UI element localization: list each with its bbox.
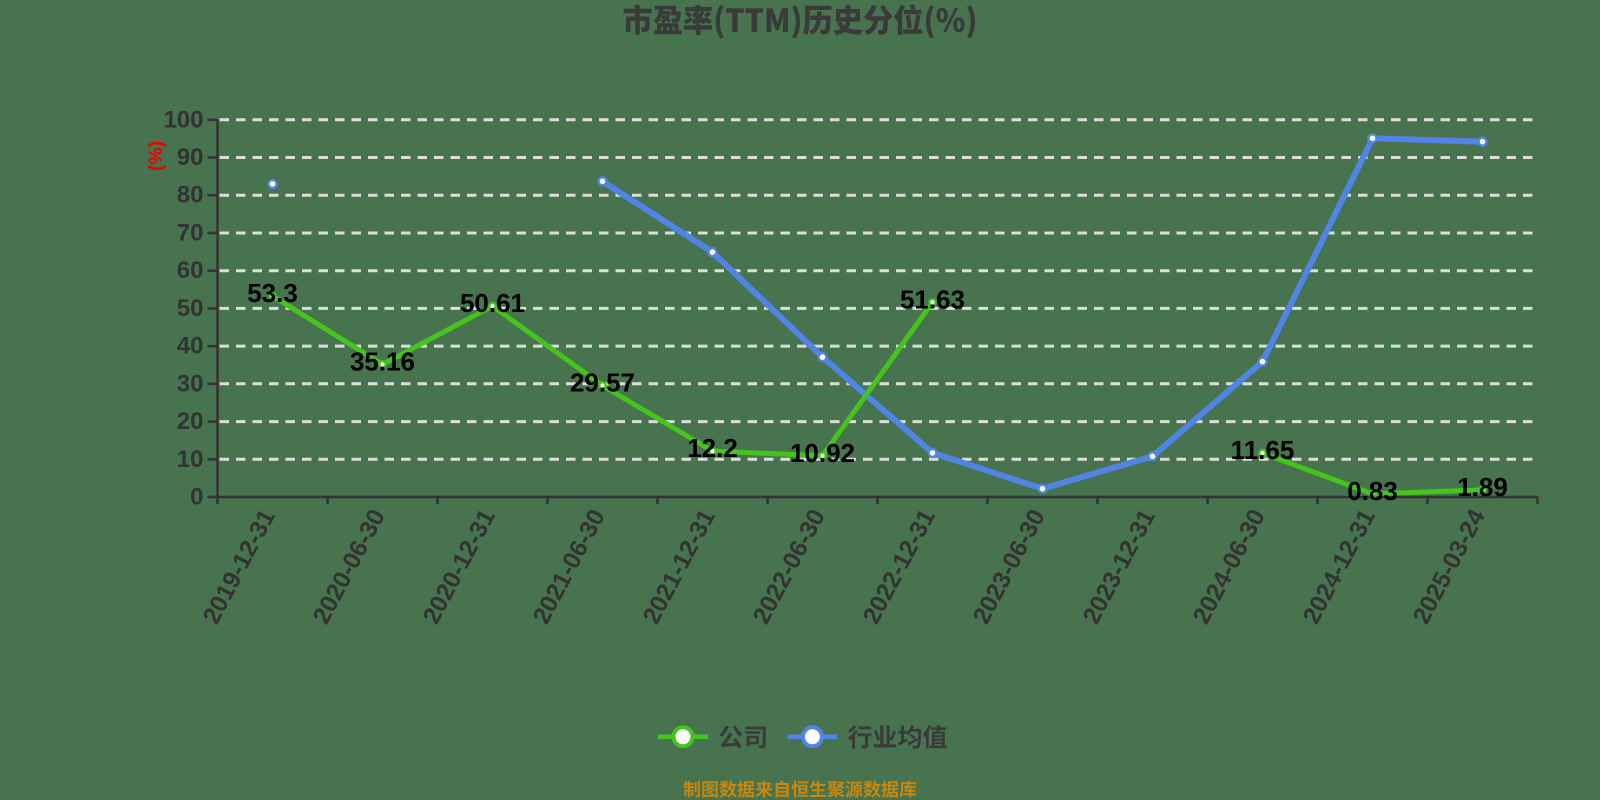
svg-text:50: 50 — [177, 295, 204, 322]
svg-text:11.65: 11.65 — [1231, 435, 1295, 465]
svg-text:80: 80 — [177, 182, 204, 209]
svg-text:50.61: 50.61 — [460, 288, 525, 318]
svg-text:0.83: 0.83 — [1347, 476, 1398, 506]
svg-text:90: 90 — [177, 144, 204, 171]
svg-text:51.63: 51.63 — [900, 284, 965, 314]
svg-text:(%): (%) — [145, 141, 167, 171]
svg-text:10: 10 — [177, 446, 204, 473]
svg-text:1.89: 1.89 — [1457, 472, 1508, 502]
svg-text:70: 70 — [177, 220, 204, 247]
svg-text:40: 40 — [177, 333, 204, 360]
svg-text:20: 20 — [177, 408, 204, 435]
svg-text:10.92: 10.92 — [790, 438, 855, 468]
svg-text:35.16: 35.16 — [350, 346, 415, 376]
svg-text:60: 60 — [177, 257, 204, 284]
svg-text:29.57: 29.57 — [570, 368, 635, 398]
svg-text:30: 30 — [177, 370, 204, 397]
svg-text:100: 100 — [163, 106, 203, 133]
svg-text:12.2: 12.2 — [687, 433, 738, 463]
svg-text:53.3: 53.3 — [247, 278, 298, 308]
svg-text:0: 0 — [190, 484, 203, 511]
